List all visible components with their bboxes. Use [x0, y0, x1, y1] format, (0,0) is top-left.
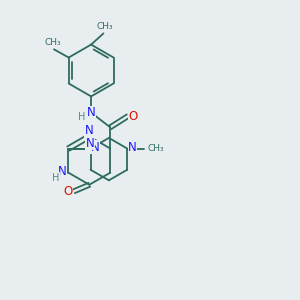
Text: CH₃: CH₃: [44, 38, 61, 47]
Text: H: H: [52, 173, 60, 183]
Text: CH₃: CH₃: [148, 144, 164, 153]
Text: N: N: [91, 141, 100, 154]
Text: N: N: [84, 124, 93, 137]
Text: O: O: [64, 185, 73, 198]
Text: N: N: [128, 141, 137, 154]
Text: H: H: [78, 112, 85, 122]
Text: N: N: [87, 106, 95, 119]
Text: CH₃: CH₃: [97, 22, 113, 31]
Text: N: N: [85, 137, 94, 150]
Text: O: O: [129, 110, 138, 123]
Text: N: N: [58, 165, 66, 178]
